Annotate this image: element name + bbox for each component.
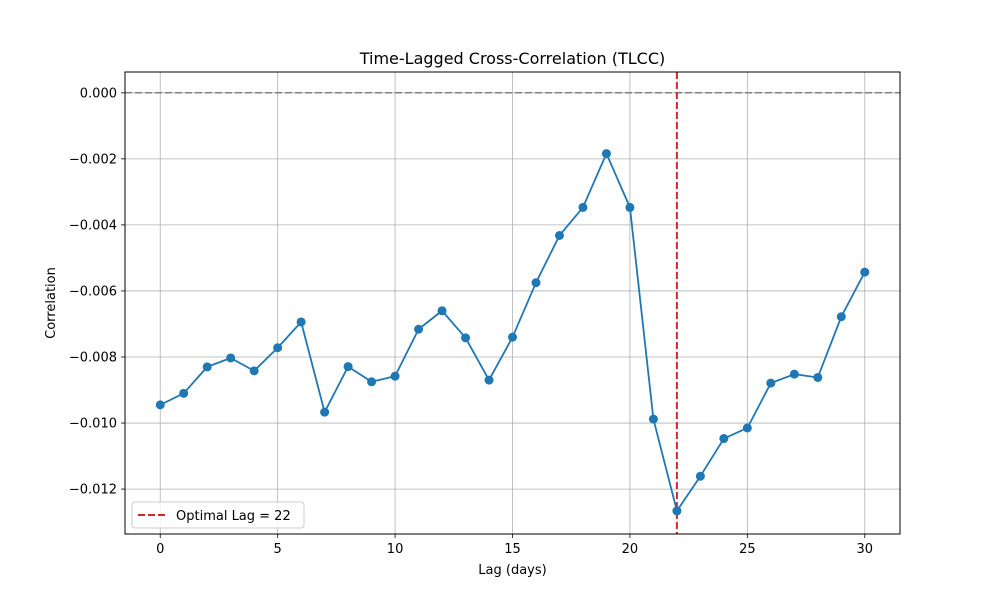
correlation-point	[484, 375, 494, 385]
x-tick-label: 15	[504, 542, 521, 557]
correlation-point	[836, 312, 846, 322]
legend: Optimal Lag = 22	[131, 501, 305, 529]
correlation-point	[320, 407, 330, 417]
chart-title: Time-Lagged Cross-Correlation (TLCC)	[359, 49, 666, 68]
correlation-point	[719, 434, 729, 444]
correlation-point	[742, 423, 752, 433]
y-tick-label: −0.010	[69, 417, 117, 432]
correlation-point	[461, 333, 471, 343]
x-axis-label: Lag (days)	[478, 563, 546, 578]
correlation-point	[343, 362, 353, 372]
correlation-point	[766, 378, 776, 388]
x-tick-label: 10	[387, 542, 404, 557]
correlation-point	[508, 332, 517, 342]
correlation-point	[226, 353, 236, 363]
series	[155, 149, 870, 516]
x-tick-label: 5	[274, 542, 282, 557]
correlation-point	[578, 202, 588, 212]
correlation-point	[179, 388, 189, 398]
y-axis-ticks: 0.000 −0.002 −0.004 −0.006 −0.008 −0.010 −0.01…	[69, 86, 125, 498]
correlation-point	[860, 267, 870, 277]
correlation-point	[367, 377, 377, 387]
y-tick-label: −0.002	[69, 152, 117, 167]
correlation-point	[813, 372, 823, 382]
correlation-point	[672, 506, 682, 516]
correlation-point	[390, 371, 400, 381]
x-tick-label: 0	[156, 542, 164, 557]
correlation-point	[554, 230, 564, 240]
correlation-point	[414, 324, 424, 334]
correlation-point	[249, 366, 259, 376]
legend-label-optimal-lag: Optimal Lag = 22	[176, 509, 291, 524]
correlation-point	[625, 202, 635, 212]
y-tick-label: −0.004	[69, 218, 117, 233]
reference-lines	[125, 72, 900, 534]
y-tick-label: −0.012	[69, 483, 117, 498]
correlation-point	[648, 414, 658, 424]
x-tick-label: 30	[856, 542, 873, 557]
x-tick-label: 20	[622, 542, 639, 557]
y-tick-label: 0.000	[80, 86, 117, 101]
correlation-point	[202, 362, 212, 372]
x-tick-label: 25	[739, 542, 756, 557]
legend-box	[131, 501, 305, 529]
y-axis-label: Correlation	[44, 267, 59, 339]
correlation-point	[155, 400, 165, 410]
correlation-point	[695, 471, 705, 481]
y-tick-label: −0.008	[69, 350, 117, 365]
correlation-point	[296, 317, 306, 327]
correlation-point	[601, 149, 611, 159]
correlation-point	[273, 343, 283, 353]
x-axis-ticks: 0 5 10 15 20 25 30	[156, 534, 873, 557]
correlation-point	[437, 306, 447, 316]
y-tick-label: −0.006	[69, 284, 117, 299]
correlation-point	[789, 369, 799, 379]
grid	[125, 72, 900, 534]
correlation-point	[531, 278, 541, 288]
